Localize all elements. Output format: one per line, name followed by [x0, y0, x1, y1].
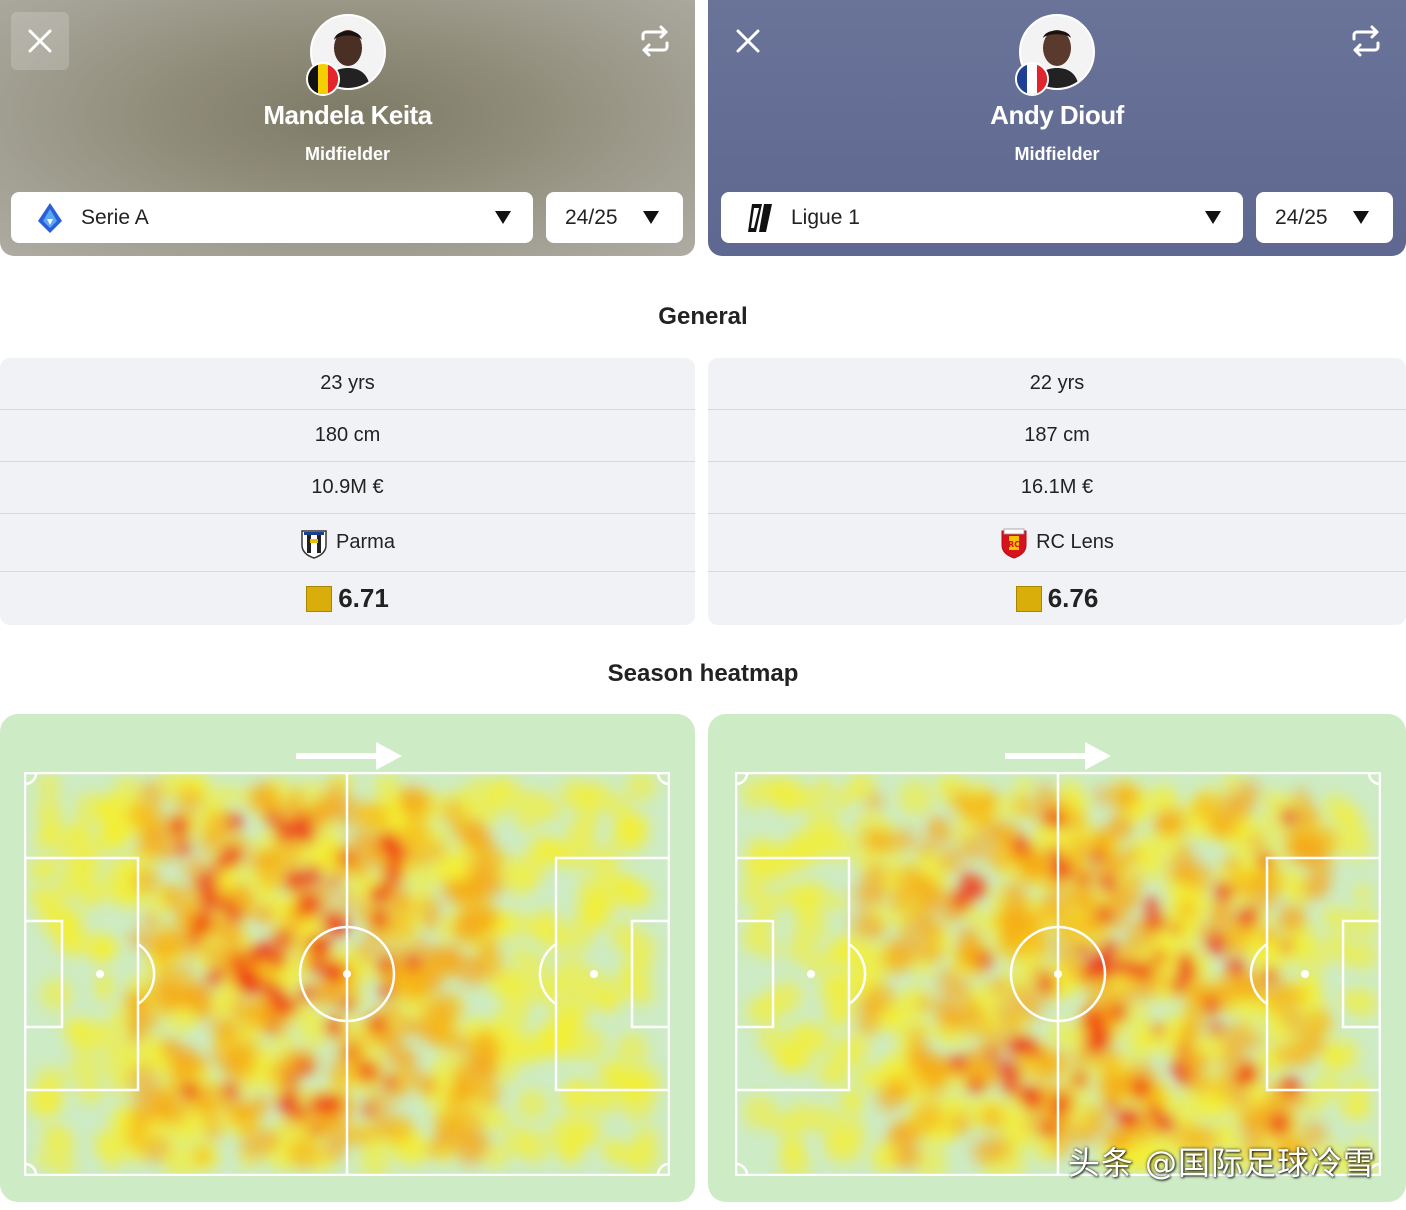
player-name: Andy Diouf	[990, 100, 1124, 130]
swap-icon	[1352, 25, 1380, 57]
rating-badge-icon	[306, 585, 333, 612]
rc-lens-crest-icon: RC	[1000, 527, 1028, 559]
remove-player-button[interactable]	[719, 12, 777, 70]
rating-row: 6.71	[0, 572, 695, 625]
league-label: Ligue 1	[791, 205, 860, 229]
close-icon	[736, 29, 760, 53]
chevron-down-icon	[1205, 211, 1221, 224]
height-row: 187 cm	[708, 410, 1406, 462]
heat-blobs	[739, 772, 1381, 1176]
age-row: 22 yrs	[708, 358, 1406, 410]
chevron-down-icon	[643, 211, 659, 224]
pitch-markings	[24, 772, 670, 1176]
age-row: 23 yrs	[0, 358, 695, 410]
chevron-down-icon	[495, 211, 511, 224]
general-section-title: General	[658, 303, 748, 330]
belgium-flag-icon	[305, 62, 340, 96]
height-value: 180 cm	[314, 424, 381, 446]
player-name: Mandela Keita	[263, 100, 432, 130]
rating-value: 6.76	[1047, 583, 1099, 613]
swap-icon	[641, 25, 669, 57]
market-value-row: 16.1M €	[708, 462, 1406, 514]
season-select[interactable]: 24/25	[546, 192, 683, 243]
heatmap-pitch	[735, 772, 1381, 1176]
heatmap-card-right	[708, 714, 1406, 1202]
player-position: Midfielder	[304, 144, 390, 164]
player-position: Midfielder	[1014, 144, 1100, 164]
general-stats-left: 23 yrs 180 cm 10.9M € Parma 6.71	[0, 358, 695, 625]
heatmap-section-title: Season heatmap	[607, 660, 799, 687]
season-label: 24/25	[1275, 205, 1328, 229]
height-row: 180 cm	[0, 410, 695, 462]
france-flag-icon	[1015, 62, 1049, 96]
rating-value: 6.71	[338, 583, 389, 613]
attack-direction-arrow-icon	[295, 742, 402, 770]
heatmap-pitch	[24, 772, 670, 1176]
watermark-text: 头条 @国际足球冷雪	[1067, 1144, 1376, 1182]
rating-row: 6.76	[708, 572, 1406, 625]
height-value: 187 cm	[1024, 424, 1090, 446]
close-icon	[28, 29, 52, 53]
general-stats-right: 22 yrs 187 cm 16.1M € RC RC Lens 6.76	[708, 358, 1406, 625]
heatmap-card-left	[0, 714, 695, 1202]
league-label: Serie A	[81, 205, 149, 229]
market-value-row: 10.9M €	[0, 462, 695, 514]
rating-badge-icon	[1015, 585, 1042, 612]
chevron-down-icon	[1353, 211, 1369, 224]
player-card-right: Andy Diouf Midfielder Ligue 1 24/25	[708, 0, 1406, 256]
swap-player-button[interactable]	[626, 12, 684, 70]
serie-a-logo-icon	[35, 200, 65, 236]
parma-crest-icon	[300, 527, 328, 559]
club-row[interactable]: RC RC Lens	[708, 514, 1406, 572]
attack-direction-arrow-icon	[1005, 742, 1111, 770]
swap-player-button[interactable]	[1337, 12, 1395, 70]
club-name: RC Lens	[1036, 531, 1114, 553]
player-photo-icon	[1021, 16, 1093, 88]
remove-player-button[interactable]	[11, 12, 69, 70]
ligue-1-logo-icon	[745, 200, 775, 236]
club-name: Parma	[336, 531, 395, 553]
player-avatar	[305, 14, 386, 96]
svg-text:RC: RC	[1008, 540, 1020, 549]
market-value: 16.1M €	[1020, 476, 1094, 498]
age-value: 22 yrs	[1029, 372, 1085, 394]
league-select[interactable]: Ligue 1	[721, 192, 1243, 243]
age-value: 23 yrs	[320, 372, 375, 394]
season-label: 24/25	[565, 205, 618, 229]
market-value: 10.9M €	[311, 476, 384, 498]
season-select[interactable]: 24/25	[1256, 192, 1393, 243]
league-select[interactable]: Serie A	[11, 192, 533, 243]
player-card-left: Mandela Keita Midfielder Serie A 24/25	[0, 0, 695, 256]
club-row[interactable]: Parma	[0, 514, 695, 572]
player-avatar	[1015, 14, 1095, 96]
